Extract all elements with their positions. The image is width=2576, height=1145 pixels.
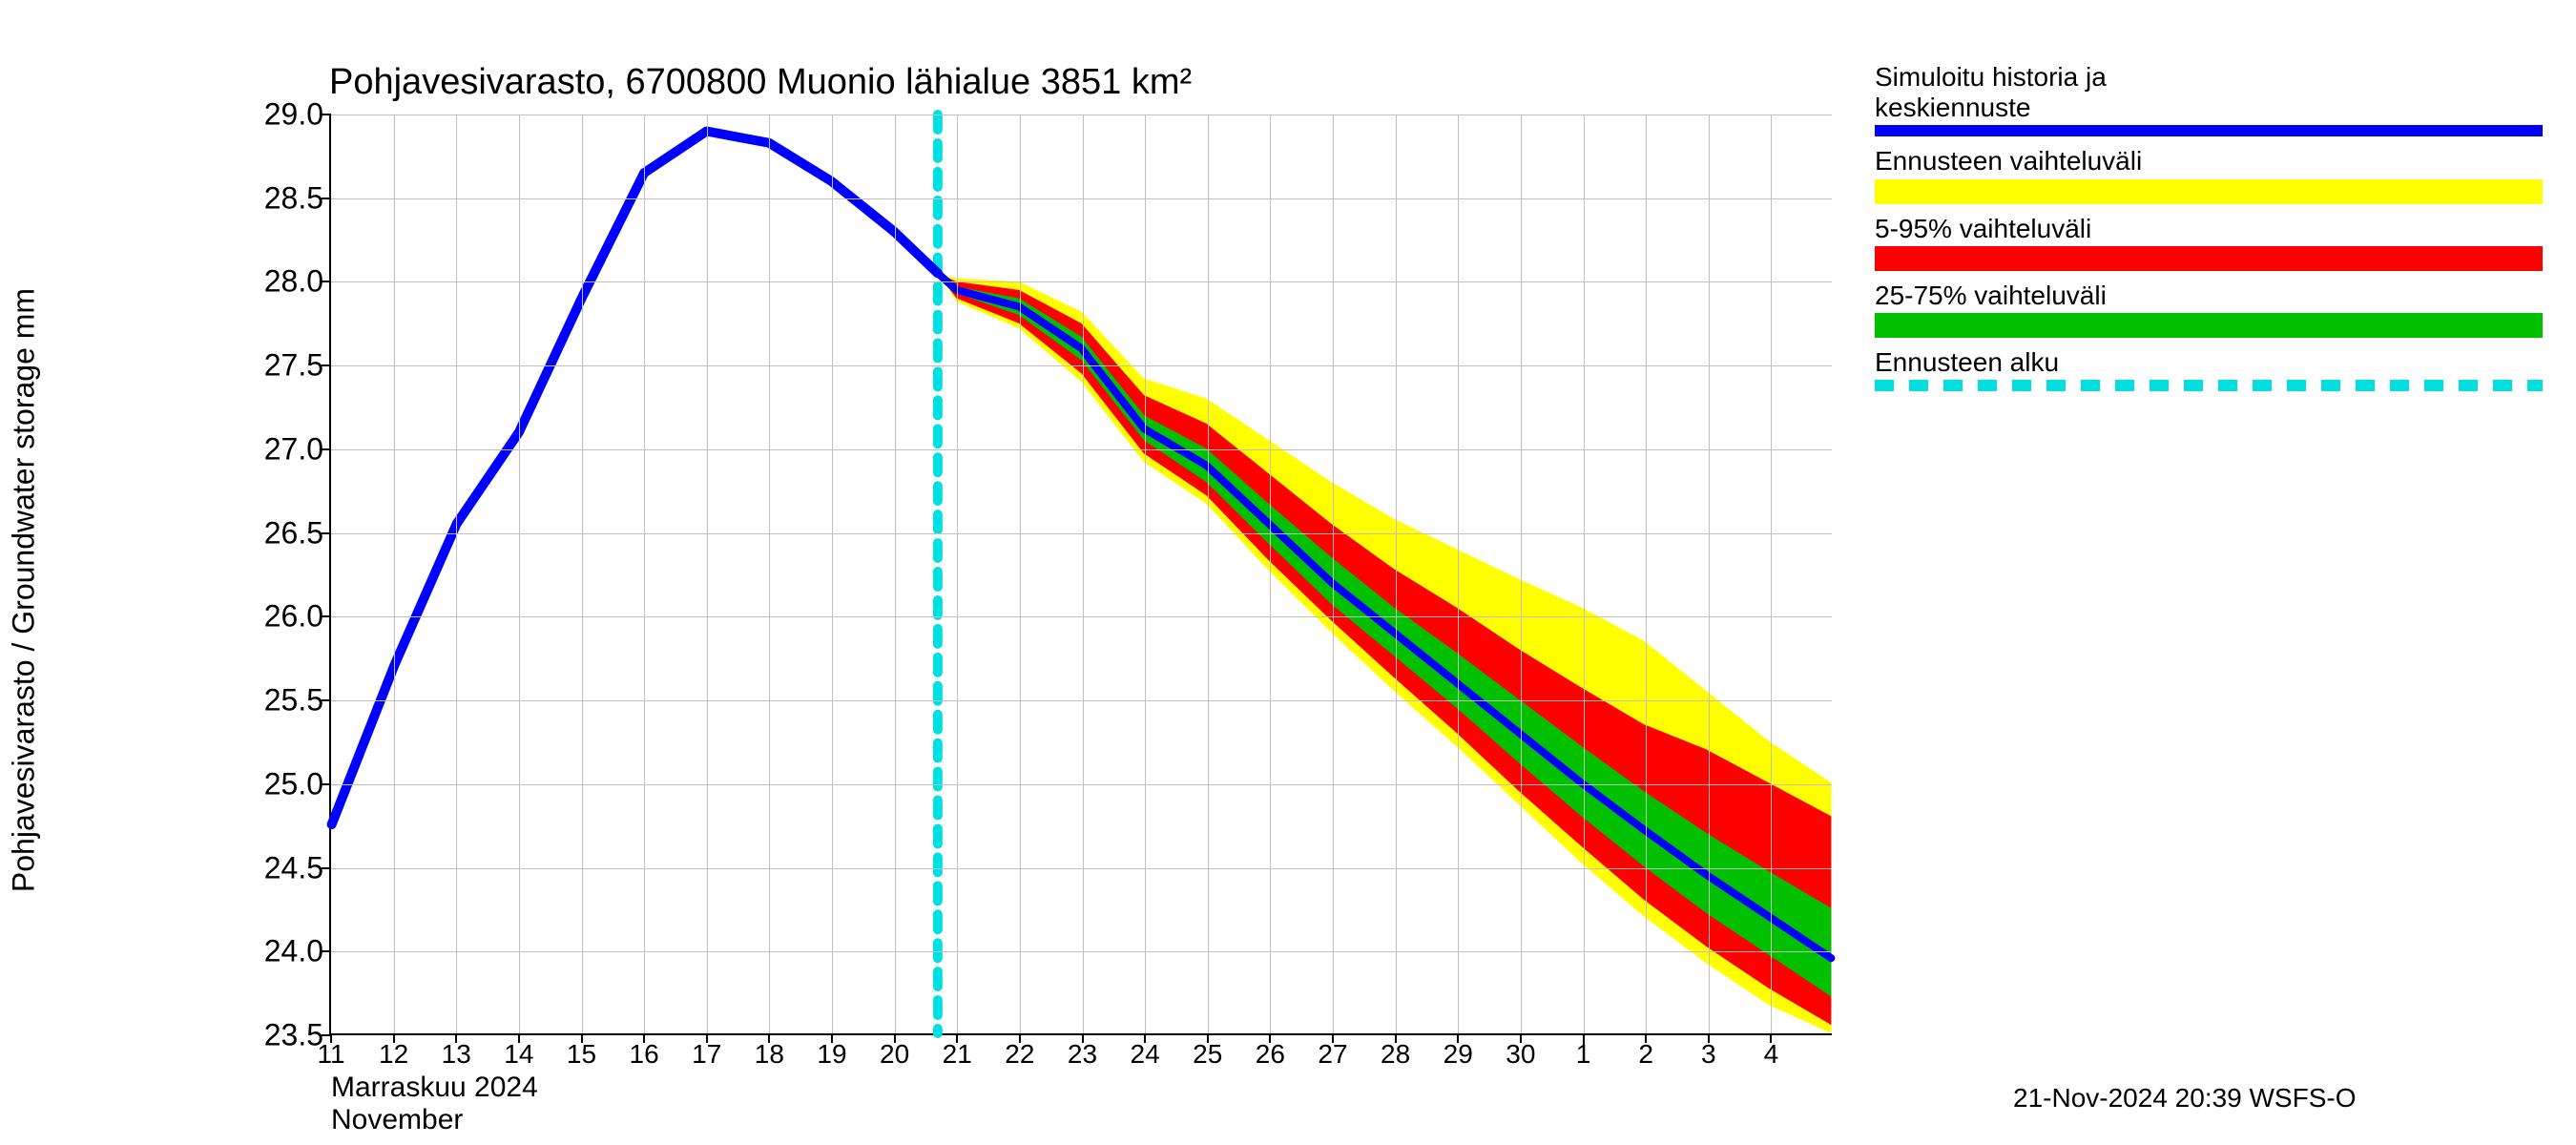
- grid-line-v: [1646, 114, 1647, 1033]
- legend-swatch: [1875, 313, 2543, 338]
- grid-line-v: [957, 114, 958, 1033]
- grid-line-v: [1020, 114, 1021, 1033]
- legend-entry: Simuloitu historia ja keskiennuste: [1875, 62, 2543, 136]
- legend-entry: 5-95% vaihteluväli: [1875, 214, 2543, 271]
- x-tick-label: 30: [1506, 1039, 1535, 1070]
- x-tick-label: 22: [1005, 1039, 1034, 1070]
- grid-line-v: [1771, 114, 1772, 1033]
- legend-swatch: [1875, 246, 2543, 271]
- grid-line-h: [331, 951, 1832, 952]
- y-tick-label: 27.5: [264, 348, 323, 384]
- band-5-95: [938, 273, 1831, 1025]
- x-tick-label: 20: [880, 1039, 909, 1070]
- grid-line-v: [1208, 114, 1209, 1033]
- grid-line-v: [895, 114, 896, 1033]
- x-tick-label: 3: [1701, 1039, 1716, 1070]
- chart-container: Pohjavesivarasto / Groundwater storage m…: [10, 10, 2566, 1135]
- x-tick-label: 15: [567, 1039, 596, 1070]
- grid-line-v: [644, 114, 645, 1033]
- y-tick-label: 25.0: [264, 766, 323, 802]
- y-tick-label: 27.0: [264, 431, 323, 467]
- legend-entry: Ennusteen alku: [1875, 347, 2543, 391]
- grid-line-h: [331, 616, 1832, 617]
- history-line: [332, 132, 938, 825]
- y-tick-label: 26.5: [264, 515, 323, 551]
- legend-label: Ennusteen vaihteluväli: [1875, 146, 2543, 177]
- grid-line-h: [331, 868, 1832, 869]
- y-tick-label: 26.0: [264, 599, 323, 635]
- y-tick-label: 24.0: [264, 934, 323, 969]
- legend: Simuloitu historia ja keskiennuste Ennust…: [1875, 62, 2543, 401]
- legend-label: Simuloitu historia ja keskiennuste: [1875, 62, 2543, 123]
- grid-line-h: [331, 784, 1832, 785]
- band-25-75: [938, 273, 1831, 996]
- chart-title: Pohjavesivarasto, 6700800 Muonio lähialu…: [329, 62, 1192, 103]
- x-tick-label: 2: [1638, 1039, 1653, 1070]
- legend-label: 25-75% vaihteluväli: [1875, 281, 2543, 311]
- grid-line-v: [707, 114, 708, 1033]
- grid-line-v: [1709, 114, 1710, 1033]
- timestamp-label: 21-Nov-2024 20:39 WSFS-O: [2013, 1083, 2357, 1114]
- y-tick-label: 23.5: [264, 1018, 323, 1053]
- grid-line-v: [1145, 114, 1146, 1033]
- grid-line-h: [331, 533, 1832, 534]
- grid-line-h: [331, 114, 1832, 115]
- grid-line-h: [331, 281, 1832, 282]
- plot-area: 23.524.024.525.025.526.026.527.027.528.0…: [329, 114, 1832, 1035]
- x-tick-label: 21: [943, 1039, 972, 1070]
- y-tick-label: 28.0: [264, 264, 323, 300]
- grid-line-v: [1396, 114, 1397, 1033]
- x-tick-label: 18: [755, 1039, 784, 1070]
- month-divider: [1583, 1033, 1585, 1060]
- x-tick-label: 29: [1444, 1039, 1473, 1070]
- grid-line-h: [331, 700, 1832, 701]
- x-tick-label: 19: [817, 1039, 846, 1070]
- legend-swatch: [1875, 380, 2543, 391]
- x-tick-label: 11: [317, 1039, 344, 1070]
- x-tick-label: 4: [1764, 1039, 1779, 1070]
- legend-swatch: [1875, 125, 2543, 136]
- y-tick-label: 29.0: [264, 97, 323, 133]
- legend-label: Ennusteen alku: [1875, 347, 2543, 378]
- grid-line-v: [1521, 114, 1522, 1033]
- x-tick-label: 24: [1131, 1039, 1160, 1070]
- x-month-label: Marraskuu 2024November: [331, 1072, 538, 1136]
- grid-line-v: [519, 114, 520, 1033]
- x-tick-label: 13: [442, 1039, 471, 1070]
- x-tick-label: 12: [379, 1039, 408, 1070]
- y-tick-label: 24.5: [264, 850, 323, 885]
- grid-line-v: [394, 114, 395, 1033]
- grid-line-v: [582, 114, 583, 1033]
- x-tick-label: 16: [630, 1039, 659, 1070]
- x-tick-label: 28: [1381, 1039, 1410, 1070]
- grid-line-v: [769, 114, 770, 1033]
- plot-svg: [331, 114, 1832, 1033]
- legend-entry: 25-75% vaihteluväli: [1875, 281, 2543, 338]
- grid-line-h: [331, 198, 1832, 199]
- y-axis-label: Pohjavesivarasto / Groundwater storage m…: [7, 288, 42, 892]
- grid-line-h: [331, 449, 1832, 450]
- legend-swatch: [1875, 179, 2543, 204]
- grid-line-v: [832, 114, 833, 1033]
- grid-line-h: [331, 365, 1832, 366]
- legend-entry: Ennusteen vaihteluväli: [1875, 146, 2543, 203]
- x-tick-label: 26: [1256, 1039, 1285, 1070]
- grid-line-v: [1333, 114, 1334, 1033]
- legend-label: 5-95% vaihteluväli: [1875, 214, 2543, 244]
- y-tick-label: 25.5: [264, 683, 323, 718]
- grid-line-v: [1270, 114, 1271, 1033]
- grid-line-v: [1083, 114, 1084, 1033]
- x-tick-label: 23: [1068, 1039, 1097, 1070]
- x-tick-label: 25: [1193, 1039, 1222, 1070]
- grid-line-v: [1584, 114, 1585, 1033]
- x-tick-label: 27: [1318, 1039, 1347, 1070]
- grid-line-v: [1458, 114, 1459, 1033]
- y-tick-label: 28.5: [264, 180, 323, 216]
- grid-line-v: [456, 114, 457, 1033]
- x-tick-label: 17: [692, 1039, 721, 1070]
- x-tick-label: 14: [504, 1039, 533, 1070]
